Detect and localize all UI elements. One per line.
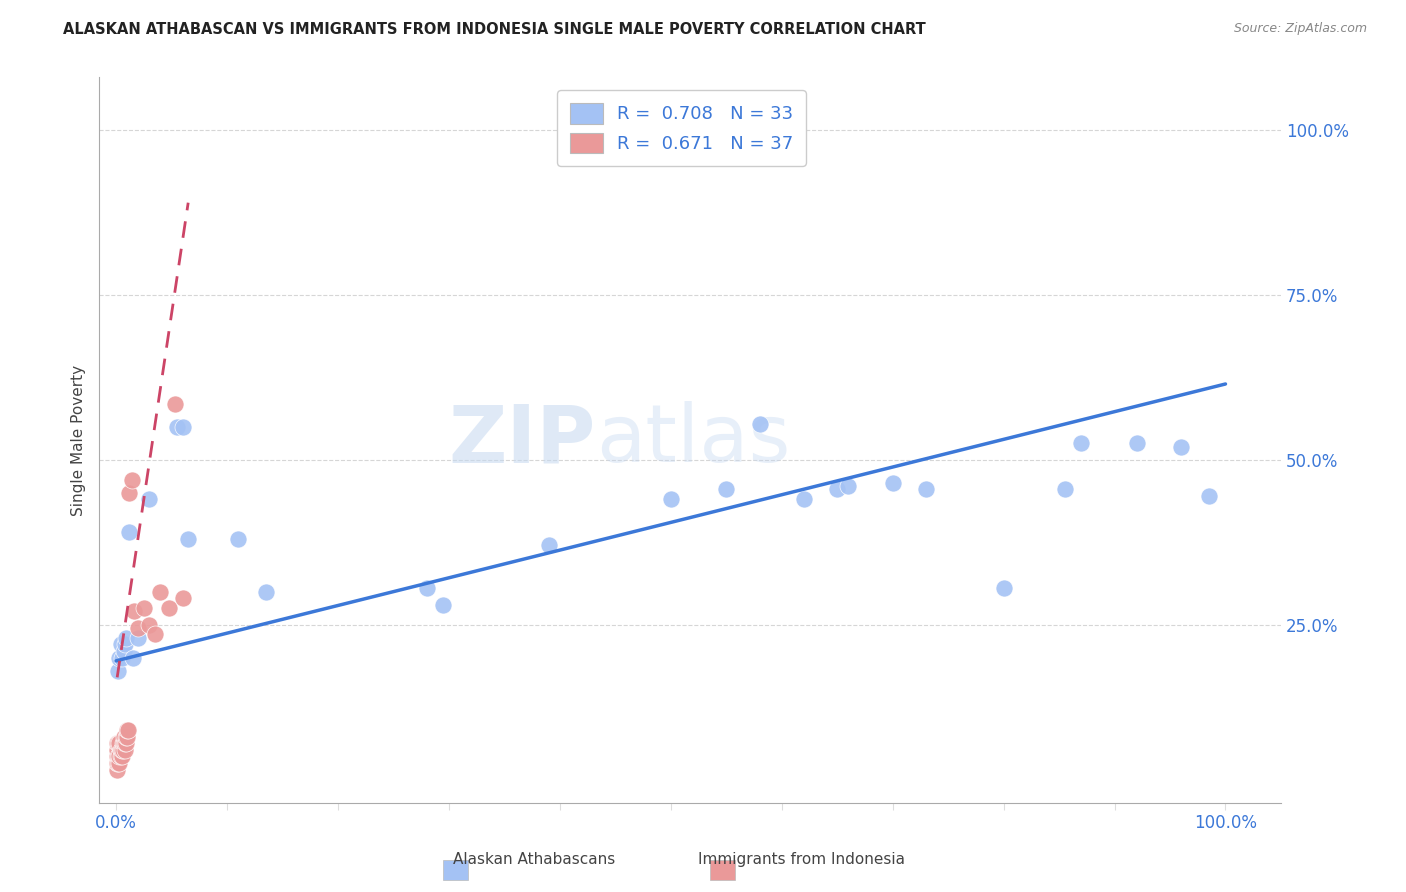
Point (825, 483, 848, 497)
Point (111, 736, 134, 750)
Text: Alaskan Athabascans: Alaskan Athabascans (453, 852, 616, 867)
Point (105, 763, 128, 777)
Point (110, 743, 132, 757)
Point (108, 756, 131, 770)
Y-axis label: Single Male Poverty: Single Male Poverty (72, 365, 86, 516)
Point (163, 397, 186, 411)
Text: ZIP: ZIP (449, 401, 596, 479)
Point (172, 591, 194, 606)
Point (112, 730, 135, 744)
Point (114, 637, 136, 651)
Point (122, 604, 145, 618)
Point (1170, 440, 1192, 454)
Point (115, 736, 138, 750)
Point (993, 582, 1015, 596)
Point (793, 492, 815, 507)
Point (138, 492, 160, 507)
Point (166, 420, 188, 434)
Point (537, 539, 560, 553)
Point (837, 479, 859, 493)
Point (1125, 436, 1147, 450)
Point (143, 627, 166, 641)
Text: Source: ZipAtlas.com: Source: ZipAtlas.com (1233, 22, 1367, 36)
Point (110, 637, 132, 651)
Point (226, 532, 249, 546)
Legend: R =  0.708   N = 33, R =  0.671   N = 37: R = 0.708 N = 33, R = 0.671 N = 37 (557, 90, 806, 166)
Point (659, 492, 682, 507)
Point (108, 650, 131, 665)
Point (177, 532, 200, 546)
Point (127, 621, 149, 635)
Point (138, 617, 160, 632)
Point (107, 664, 129, 678)
Point (118, 485, 141, 500)
Point (415, 582, 437, 596)
Point (111, 743, 134, 757)
Point (432, 598, 454, 612)
Point (118, 525, 141, 540)
Point (115, 730, 138, 744)
Point (107, 736, 129, 750)
Point (112, 736, 135, 750)
Point (882, 475, 904, 490)
Point (105, 743, 128, 757)
Text: atlas: atlas (596, 401, 790, 479)
Point (915, 483, 938, 497)
Point (115, 730, 138, 744)
Point (114, 743, 136, 757)
Point (111, 650, 134, 665)
Point (1053, 483, 1076, 497)
Point (105, 736, 128, 750)
Point (114, 736, 136, 750)
Point (108, 736, 131, 750)
Point (110, 749, 132, 764)
Point (107, 756, 129, 770)
Point (111, 749, 134, 764)
Point (105, 749, 128, 764)
Text: Immigrants from Indonesia: Immigrants from Indonesia (697, 852, 905, 867)
Point (172, 420, 194, 434)
Text: ALASKAN ATHABASCAN VS IMMIGRANTS FROM INDONESIA SINGLE MALE POVERTY CORRELATION : ALASKAN ATHABASCAN VS IMMIGRANTS FROM IN… (63, 22, 927, 37)
Point (149, 584, 172, 599)
Point (1070, 436, 1092, 450)
Point (111, 743, 134, 757)
Point (132, 601, 155, 615)
Point (112, 644, 135, 658)
Point (127, 631, 149, 645)
Point (107, 749, 129, 764)
Point (157, 601, 180, 615)
Point (115, 631, 138, 645)
Point (121, 650, 143, 665)
Point (1198, 489, 1220, 503)
Point (254, 584, 277, 599)
Point (716, 483, 738, 497)
Point (121, 473, 143, 487)
Point (108, 749, 131, 764)
Point (748, 417, 770, 431)
Point (115, 723, 138, 737)
Point (105, 756, 128, 770)
Point (117, 723, 139, 737)
